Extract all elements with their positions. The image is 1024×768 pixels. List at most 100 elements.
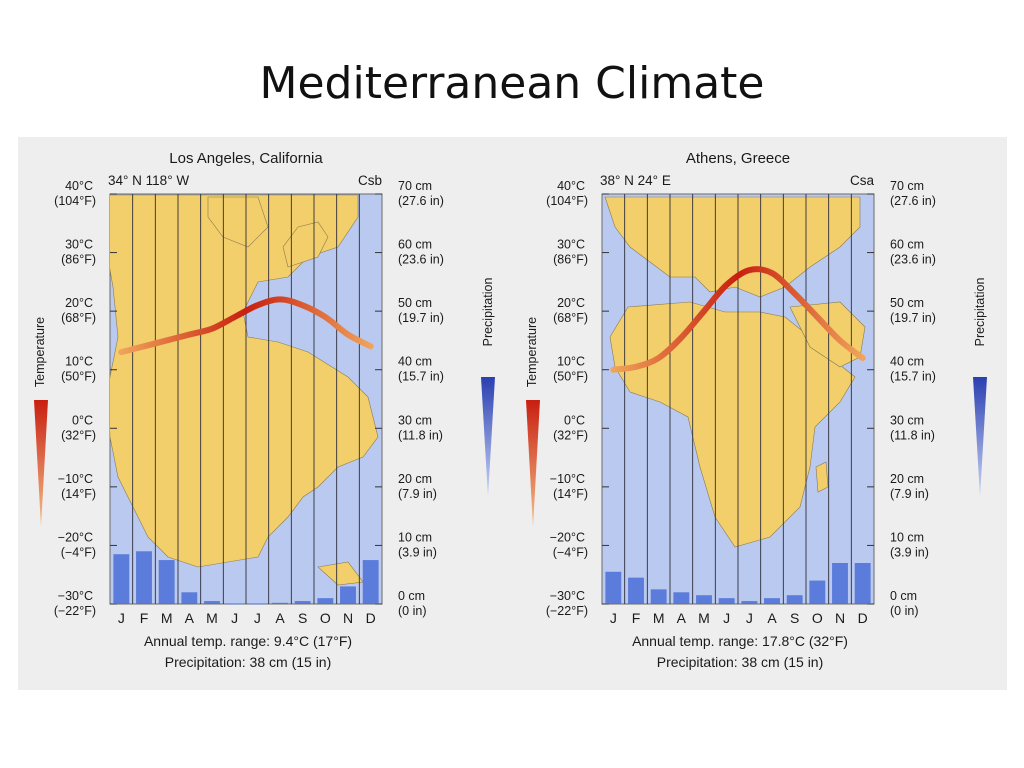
precip-bar-6 bbox=[226, 604, 243, 605]
month-label-12: D bbox=[858, 610, 868, 626]
temp-tick-c-label: 20°C bbox=[557, 296, 585, 310]
chart-title: Athens, Greece bbox=[686, 150, 790, 167]
precip-tick-in-label: (11.8 in) bbox=[890, 428, 935, 442]
climate-code-label: Csb bbox=[358, 173, 382, 188]
precip-tick-in-label: (23.6 in) bbox=[890, 253, 936, 267]
temp-tick-c-label: −10°C bbox=[550, 472, 585, 486]
annual-precipitation-label: Precipitation: 38 cm (15 in) bbox=[657, 654, 824, 670]
month-label-11: N bbox=[835, 610, 845, 626]
temp-tick-f-label: (14°F) bbox=[61, 487, 96, 501]
precipitation-gradient-icon bbox=[481, 377, 495, 497]
precip-bar-1 bbox=[113, 554, 130, 604]
month-label-2: F bbox=[140, 610, 149, 626]
slide-title: Mediterranean Climate bbox=[259, 58, 765, 109]
precip-bar-4 bbox=[181, 592, 198, 604]
precip-tick-in-label: (11.8 in) bbox=[398, 428, 443, 442]
background-map bbox=[604, 196, 866, 548]
month-label-7: J bbox=[746, 610, 753, 626]
precip-tick-cm-label: 40 cm bbox=[398, 355, 432, 369]
precip-bar-7 bbox=[741, 601, 758, 604]
temp-tick-f-label: (50°F) bbox=[61, 370, 96, 384]
annual-temp-range-label: Annual temp. range: 9.4°C (17°F) bbox=[144, 633, 352, 649]
month-label-4: A bbox=[185, 610, 195, 626]
precip-bar-2 bbox=[136, 551, 152, 604]
month-label-9: S bbox=[790, 610, 799, 626]
temperature-gradient-icon bbox=[526, 400, 540, 527]
precip-tick-in-label: (0 in) bbox=[398, 604, 426, 618]
precip-tick-in-label: (3.9 in) bbox=[398, 545, 437, 559]
precip-bar-8 bbox=[764, 598, 780, 604]
month-label-3: M bbox=[653, 610, 665, 626]
land-mass bbox=[604, 196, 861, 298]
climate-code-label: Csa bbox=[850, 173, 874, 188]
temp-tick-c-label: −10°C bbox=[58, 472, 93, 486]
precip-tick-cm-label: 0 cm bbox=[890, 589, 917, 603]
precip-bar-5 bbox=[204, 601, 220, 604]
precip-axis-title: Precipitation bbox=[481, 278, 495, 347]
temp-tick-f-label: (86°F) bbox=[553, 253, 588, 267]
precip-bar-3 bbox=[650, 589, 667, 604]
temp-tick-f-label: (50°F) bbox=[553, 370, 588, 384]
temp-tick-c-label: −20°C bbox=[550, 530, 585, 544]
precip-tick-in-label: (7.9 in) bbox=[890, 487, 929, 501]
land-mass bbox=[815, 461, 829, 493]
precip-tick-cm-label: 60 cm bbox=[890, 238, 924, 252]
climograph-athens: Athens, Greece 38° N 24° E Csa 40°C(104°F) 3… bbox=[525, 150, 987, 670]
temp-tick-f-label: (−4°F) bbox=[553, 545, 588, 559]
month-label-11: N bbox=[343, 610, 353, 626]
precip-bar-2 bbox=[628, 577, 644, 604]
temp-tick-c-label: 10°C bbox=[557, 355, 585, 369]
temp-tick-f-label: (68°F) bbox=[61, 311, 96, 325]
temp-tick-f-label: (−4°F) bbox=[61, 545, 96, 559]
month-label-9: S bbox=[298, 610, 307, 626]
temp-tick-f-label: (32°F) bbox=[553, 428, 588, 442]
precip-tick-in-label: (23.6 in) bbox=[398, 253, 444, 267]
precip-tick-cm-label: 50 cm bbox=[890, 296, 924, 310]
month-label-7: J bbox=[254, 610, 261, 626]
month-label-12: D bbox=[366, 610, 376, 626]
land-mass bbox=[282, 221, 329, 268]
land-mass bbox=[110, 194, 379, 568]
month-label-2: F bbox=[632, 610, 641, 626]
coordinates-label: 34° N 118° W bbox=[108, 173, 189, 188]
precipitation-gradient-icon bbox=[973, 377, 987, 497]
temp-tick-c-label: 0°C bbox=[72, 413, 93, 427]
precip-tick-cm-label: 30 cm bbox=[398, 413, 432, 427]
precip-bar-12 bbox=[854, 563, 871, 604]
precip-tick-cm-label: 20 cm bbox=[890, 472, 924, 486]
temp-axis-title: Temperature bbox=[525, 317, 539, 387]
precip-bar-9 bbox=[786, 595, 803, 604]
month-label-4: A bbox=[677, 610, 687, 626]
month-label-1: J bbox=[118, 610, 125, 626]
temp-tick-f-label: (32°F) bbox=[61, 428, 96, 442]
temp-axis-title: Temperature bbox=[33, 317, 47, 387]
precip-tick-in-label: (19.7 in) bbox=[890, 311, 936, 325]
precip-tick-in-label: (3.9 in) bbox=[890, 545, 929, 559]
temp-tick-c-label: −20°C bbox=[58, 530, 93, 544]
temp-tick-c-label: 30°C bbox=[65, 238, 93, 252]
month-label-5: M bbox=[698, 610, 710, 626]
precip-bar-11 bbox=[832, 563, 848, 604]
month-label-5: M bbox=[206, 610, 218, 626]
precip-axis-title: Precipitation bbox=[973, 278, 987, 347]
precip-tick-in-label: (15.7 in) bbox=[890, 370, 936, 384]
precip-tick-cm-label: 70 cm bbox=[890, 179, 924, 193]
month-label-8: A bbox=[767, 610, 777, 626]
precip-tick-cm-label: 30 cm bbox=[890, 413, 924, 427]
temperature-gradient-icon bbox=[34, 400, 48, 527]
temp-tick-c-label: 30°C bbox=[557, 238, 585, 252]
precip-tick-cm-label: 20 cm bbox=[398, 472, 432, 486]
precip-tick-cm-label: 10 cm bbox=[890, 530, 924, 544]
precip-bar-10 bbox=[317, 598, 334, 604]
precip-tick-in-label: (0 in) bbox=[890, 604, 918, 618]
precip-tick-cm-label: 50 cm bbox=[398, 296, 432, 310]
precip-tick-in-label: (19.7 in) bbox=[398, 311, 444, 325]
month-label-8: A bbox=[275, 610, 285, 626]
month-label-1: J bbox=[610, 610, 617, 626]
precip-tick-in-label: (15.7 in) bbox=[398, 370, 444, 384]
month-label-10: O bbox=[320, 610, 331, 626]
temperature-line bbox=[610, 266, 866, 373]
precip-tick-in-label: (27.6 in) bbox=[890, 194, 936, 208]
precip-tick-cm-label: 10 cm bbox=[398, 530, 432, 544]
precip-tick-cm-label: 70 cm bbox=[398, 179, 432, 193]
